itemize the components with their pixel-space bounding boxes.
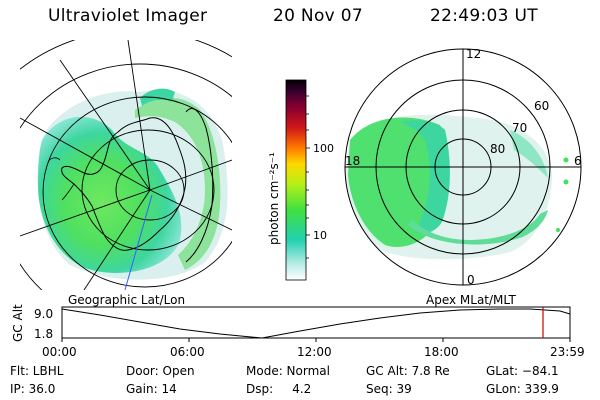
timeline-x-ticks <box>61 338 571 342</box>
altitude-timeline: GC Alt 9.0 1.8 00:00 06:00 12:00 18:00 2… <box>11 304 585 359</box>
mode-status: Mode: Normal <box>246 364 330 378</box>
mlat-label-70: 70 <box>512 121 527 135</box>
geo-map-caption: Geographic Lat/Lon <box>68 293 185 307</box>
timeline-x-tick-0000: 00:00 <box>42 345 77 359</box>
timeline-y-tick-min: 1.8 <box>34 327 53 341</box>
geo-latitude-grid <box>20 40 232 290</box>
polar-map-caption: Apex MLat/MLT <box>426 293 516 307</box>
glat-status: GLat: −84.1 <box>486 364 559 378</box>
glon-status: GLon: 339.9 <box>486 382 559 396</box>
polar-aurora-spot <box>563 179 569 185</box>
timeline-y-label: GC Alt <box>11 304 25 342</box>
polar-map: 12 18 6 0 60 70 80 <box>344 47 582 287</box>
door-status: Door: Open <box>126 364 195 378</box>
geo-terminator-line <box>124 194 153 290</box>
filter-status: Flt: LBHL <box>10 364 64 378</box>
geo-longitude-grid <box>20 40 232 290</box>
polar-aurora-spot <box>563 157 569 163</box>
gain-status: Gain: 14 <box>126 382 177 396</box>
timeline-x-tick-1200: 12:00 <box>297 345 332 359</box>
antarctica-coastline <box>61 117 187 251</box>
polar-mlt-grid <box>345 49 581 285</box>
dsp-status: Dsp: 4.2 <box>246 382 312 396</box>
geo-aurora-region <box>38 116 182 273</box>
header-bar: Ultraviolet Imager 20 Nov 07 22:49:03 UT <box>0 6 600 32</box>
polar-aurora-spot <box>554 248 558 252</box>
seq-status: Seq: 39 <box>366 382 412 396</box>
mlt-label-0: 0 <box>467 273 475 287</box>
colorbar-tick-10: 10 <box>313 229 327 242</box>
mlt-label-12: 12 <box>466 47 481 61</box>
polar-aurora-spot <box>556 228 560 232</box>
mlat-label-80: 80 <box>490 142 505 156</box>
colorbar: 100 10 photon cm⁻²s⁻¹ <box>267 79 334 281</box>
colorbar-ticks <box>306 95 310 259</box>
south-america-coastline <box>185 108 214 263</box>
status-row-2: IP: 36.0 Gain: 14 Dsp: 4.2 Seq: 39 GLon:… <box>0 382 600 398</box>
status-row-1: Flt: LBHL Door: Open Mode: Normal GC Alt… <box>0 364 600 380</box>
gc-alt-status: GC Alt: 7.8 Re <box>366 364 450 378</box>
timeline-y-tick-max: 9.0 <box>34 307 53 321</box>
timeline-x-tick-0600: 06:00 <box>170 345 205 359</box>
instrument-title: Ultraviolet Imager <box>48 6 208 26</box>
timeline-x-tick-2359: 23:59 <box>550 345 585 359</box>
altitude-curve <box>61 308 571 339</box>
mlt-label-18: 18 <box>345 154 360 168</box>
polar-aurora-dayside <box>348 117 447 247</box>
timeline-frame <box>61 306 571 339</box>
geographic-map <box>20 40 232 290</box>
geo-aurora-band <box>135 97 221 270</box>
observation-date: 20 Nov 07 <box>273 6 363 26</box>
colorbar-unit-label: photon cm⁻²s⁻¹ <box>267 152 281 245</box>
mlt-label-6: 6 <box>574 154 582 168</box>
polar-aurora-arc <box>408 210 548 245</box>
colorbar-scale <box>285 79 307 281</box>
timeline-x-tick-1800: 18:00 <box>424 345 459 359</box>
ip-status: IP: 36.0 <box>10 382 56 396</box>
polar-aurora-inner <box>400 120 450 234</box>
polar-aurora-dawn <box>510 130 548 178</box>
observation-time: 22:49:03 UT <box>430 6 538 26</box>
colorbar-tick-100: 100 <box>313 142 334 155</box>
mlat-label-60: 60 <box>534 99 549 113</box>
